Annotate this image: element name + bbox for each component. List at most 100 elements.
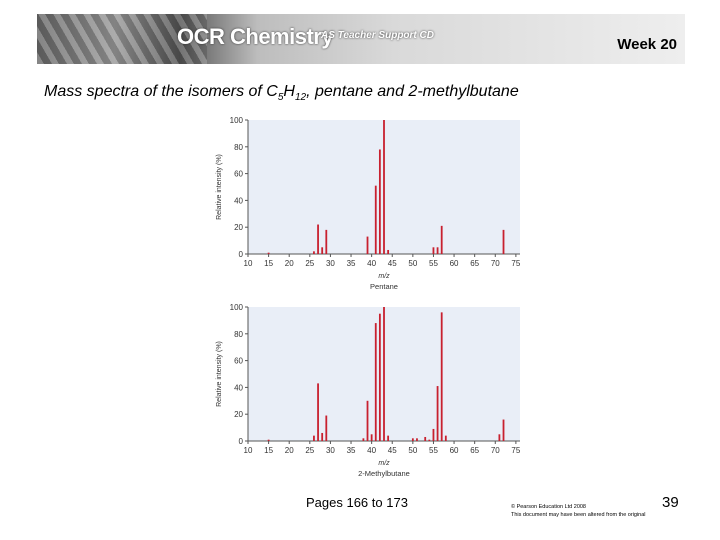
y-axis-label: Relative intensity (%) (216, 154, 223, 220)
spectrum-peak-bar (440, 312, 443, 441)
y-tick-label: 100 (230, 116, 244, 125)
x-tick-label: 60 (450, 259, 459, 268)
spectrum-peak-bar (502, 419, 505, 441)
x-tick-label: 10 (244, 446, 253, 455)
x-tick-label: 45 (388, 446, 397, 455)
x-tick-label: 40 (367, 446, 376, 455)
y-tick-label: 20 (234, 410, 243, 419)
copyright-line-1: © Pearson Education Ltd 2008 (511, 504, 586, 510)
spectrum-peak-bar (416, 438, 418, 441)
x-tick-label: 35 (347, 446, 356, 455)
y-tick-label: 0 (239, 250, 244, 259)
chart-title: Pentane (370, 282, 398, 291)
spectrum-peak-bar (370, 434, 373, 441)
spectrum-peak-bar (383, 120, 385, 254)
spectrum-peak-bar (313, 251, 315, 254)
spectrum-peak-bar (440, 225, 443, 254)
copyright-line-2: This document may have been altered from… (511, 512, 646, 518)
spectrum-peak-bar (325, 229, 328, 254)
banner-texture-image (37, 14, 207, 64)
spectrum-peak-bar (267, 439, 270, 441)
y-tick-label: 80 (234, 330, 243, 339)
x-tick-label: 15 (264, 446, 273, 455)
x-tick-label: 75 (511, 446, 520, 455)
x-tick-label: 60 (450, 446, 459, 455)
spectrum-peak-bar (387, 435, 390, 441)
spectrum-peak-bar (267, 252, 270, 254)
title-hydrogen: H (283, 83, 295, 100)
title-subscript-hydrogen: 12 (294, 92, 307, 104)
spectrum-peak-bar (432, 428, 435, 441)
spectrum-peak-bar (387, 249, 390, 254)
spectrum-peak-bar (498, 434, 501, 441)
x-tick-label: 40 (367, 259, 376, 268)
spectrum-peak-bar (362, 438, 365, 441)
methylbutane-mass-spectrum-chart: 0 20 40 60 80 100 10 15 20 25 30 35 40 45 50 55 60 65 70 75… (216, 303, 521, 478)
spectrum-peak-bar (424, 436, 427, 441)
spectrum-peak-bar (321, 247, 324, 254)
x-axis-label: m/z (378, 273, 390, 280)
spectrum-peak-bar (411, 438, 414, 441)
x-tick-label: 25 (305, 259, 314, 268)
x-tick-label: 50 (408, 446, 417, 455)
x-tick-label: 65 (470, 259, 479, 268)
spectrum-peak-bar (432, 247, 435, 254)
spectrum-peak-bar (317, 224, 319, 254)
title-prefix: Mass spectra of the isomers of C (44, 83, 278, 100)
spectrum-peak-bar (436, 386, 439, 441)
spectrum-peak-bar (378, 149, 381, 254)
x-tick-label: 30 (326, 259, 335, 268)
spectrum-peak-bar (502, 229, 505, 254)
x-tick-label: 70 (491, 259, 500, 268)
y-tick-label: 60 (234, 170, 243, 179)
spectrum-peak-bar (436, 247, 439, 254)
spectrum-peak-bar (374, 185, 377, 254)
y-tick-label: 60 (234, 357, 243, 366)
x-tick-label: 25 (305, 446, 314, 455)
spectrum-peak-bar (428, 439, 431, 441)
x-tick-label: 30 (326, 446, 335, 455)
x-tick-label: 50 (408, 259, 417, 268)
x-tick-label: 45 (388, 259, 397, 268)
spectrum-peak-bar (317, 383, 319, 441)
spectrum-peak-bar (313, 435, 315, 441)
title-suffix: , pentane and 2-methylbutane (306, 83, 519, 100)
banner-background (37, 14, 685, 64)
spectrum-peak-bar (378, 313, 381, 441)
y-tick-label: 0 (239, 437, 244, 446)
x-tick-label: 20 (285, 446, 294, 455)
y-tick-label: 20 (234, 223, 243, 232)
x-axis-label: m/z (378, 460, 390, 467)
y-tick-label: 100 (230, 303, 244, 312)
x-tick-label: 10 (244, 259, 253, 268)
y-axis-label: Relative intensity (%) (216, 341, 223, 407)
brand-subtitle: AS Teacher Support CD (321, 30, 434, 41)
spectrum-peak-bar (366, 236, 369, 254)
y-tick-label: 40 (234, 383, 243, 392)
x-tick-label: 35 (347, 259, 356, 268)
x-tick-label: 55 (429, 259, 438, 268)
spectrum-peak-bar (374, 323, 377, 441)
x-tick-label: 75 (511, 259, 520, 268)
week-label: Week 20 (617, 36, 677, 53)
x-tick-label: 20 (285, 259, 294, 268)
y-tick-label: 80 (234, 143, 243, 152)
page-number: 39 (662, 494, 679, 511)
spectrum-peak-bar (366, 400, 369, 441)
copyright-notice: © Pearson Education Ltd 2008 This docume… (511, 503, 646, 519)
spectrum-peak-bar (383, 307, 385, 441)
header-banner: OCR Chemistry AS Teacher Support CD Week… (37, 14, 685, 64)
pages-reference: Pages 166 to 173 (306, 495, 408, 510)
spectrum-peak-bar (325, 415, 328, 441)
x-tick-label: 65 (470, 446, 479, 455)
x-tick-label: 55 (429, 446, 438, 455)
y-tick-label: 40 (234, 196, 243, 205)
title-subscript-carbon: 5 (277, 92, 284, 104)
page-title: Mass spectra of the isomers of C5H12, pe… (44, 83, 519, 103)
spectrum-peak-bar (444, 435, 447, 441)
x-tick-label: 15 (264, 259, 273, 268)
pentane-mass-spectrum-chart: 0 20 40 60 80 100 10 15 20 25 30 35 40 45 50 55 60 65 70 75… (216, 116, 521, 291)
spectrum-peak-bar (321, 432, 324, 441)
brand-logo-text: OCR Chemistry (177, 24, 334, 49)
x-tick-label: 70 (491, 446, 500, 455)
